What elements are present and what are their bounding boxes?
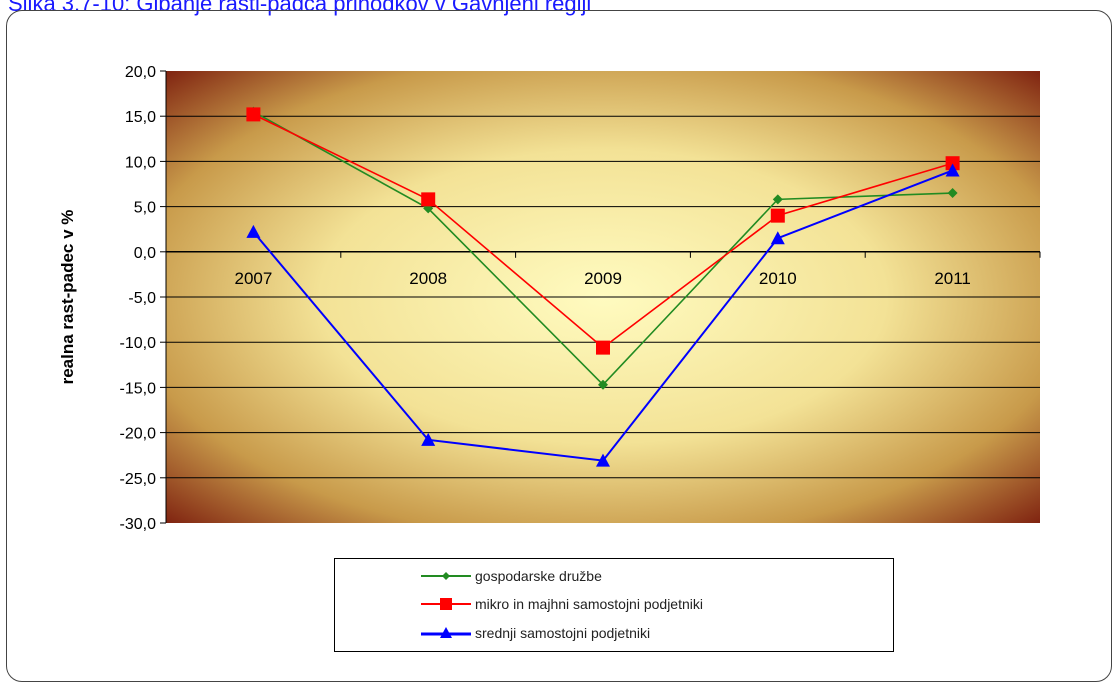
legend-label-mikro: mikro in majhni samostojni podjetniki — [475, 596, 703, 612]
y-tick-label: -5,0 — [128, 290, 156, 307]
data-point — [596, 340, 610, 355]
y-tick-label: 10,0 — [125, 154, 156, 171]
data-point — [596, 453, 610, 467]
data-point — [246, 224, 261, 238]
data-point — [945, 156, 960, 171]
y-tick-label: 5,0 — [134, 200, 156, 217]
y-tick-label: 0,0 — [134, 245, 156, 262]
y-tick-label: -15,0 — [120, 380, 157, 397]
y-axis-label: realna rast-padec v % — [58, 210, 77, 385]
x-tick-label: 2008 — [409, 269, 447, 288]
y-tick-label: -20,0 — [120, 426, 157, 443]
legend-item-srednji: srednji samostojni podjetniki — [421, 621, 650, 645]
figure-caption: Slika 3.7-10: Gibanje rasti-padca prihod… — [8, 0, 592, 16]
series-lines — [246, 106, 960, 467]
data-point — [598, 379, 608, 390]
legend-item-gospodarske: gospodarske družbe — [421, 564, 602, 588]
legend-label-gospodarske: gospodarske družbe — [475, 568, 602, 584]
x-tick-label: 2011 — [934, 269, 971, 288]
legend-item-mikro: mikro in majhni samostojni podjetniki — [421, 592, 703, 616]
legend-label-srednji: srednji samostojni podjetniki — [475, 625, 651, 641]
y-tick-label: -10,0 — [120, 335, 157, 352]
x-tick-label: 2007 — [234, 269, 272, 288]
data-point — [945, 163, 960, 177]
axes: 20,0 15,0 10,0 5,0 0,0 -5,0 -10,0 -15,0 -20,0 -25… — [120, 64, 1041, 533]
data-point — [770, 231, 785, 245]
data-point — [772, 194, 783, 205]
x-tick-label: 2009 — [584, 269, 622, 288]
data-point — [421, 192, 436, 207]
legend-swatch-srednji — [421, 627, 471, 638]
legend-swatch-gospodarske — [421, 572, 471, 580]
data-point — [421, 432, 436, 446]
legend-swatch-mikro — [421, 598, 471, 610]
data-point — [947, 188, 958, 199]
chart-legend: gospodarske družbe mikro in majhni samos… — [334, 558, 894, 652]
data-point — [246, 107, 261, 122]
y-tick-label: -25,0 — [120, 471, 157, 488]
y-tick-label: 20,0 — [125, 64, 156, 81]
y-tick-label: -30,0 — [120, 516, 157, 533]
data-point — [770, 208, 785, 223]
x-tick-label: 2010 — [759, 269, 797, 288]
y-tick-label: 15,0 — [125, 109, 156, 126]
